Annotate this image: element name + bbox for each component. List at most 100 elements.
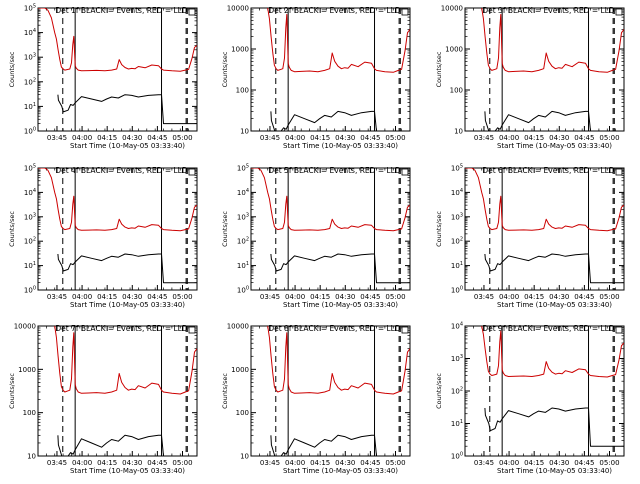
x-tick-label: 04:15 [524,293,544,301]
y-tick-label: 100 [450,87,463,95]
y-axis-label: Counts/sec [435,373,443,409]
data-layer [481,8,624,131]
x-tick-label: 04:45 [360,134,380,142]
y-tick-label: 103 [451,212,463,221]
x-tick-label: 04:00 [499,293,519,301]
y-axis-label: Counts/sec [8,51,16,87]
x-tick-label: 04:45 [147,459,167,467]
y-tick-label: 10 [240,128,249,136]
y-axis-label: Counts/sec [8,373,16,409]
x-tick-label: 03:45 [260,293,280,301]
plot-frame [37,167,198,291]
x-tick-label: 04:15 [524,134,544,142]
events-series-line [484,110,624,131]
y-tick-label: 105 [237,164,249,173]
y-tick-label: 103 [24,53,36,62]
corner-box [188,8,196,16]
x-tick-label: 04:15 [97,293,117,301]
y-tick-label: 1000 [231,366,249,374]
x-tick-label: 04:30 [122,459,142,467]
x-tick-label: 03:45 [474,293,494,301]
x-axis-label: Start Time (10-May-05 03:33:40) [497,301,612,309]
events-series-line [57,434,197,456]
plot-frame [250,325,411,457]
plot-frame [464,325,625,457]
x-tick-label: 04:00 [72,134,92,142]
y-tick-label: 104 [24,28,36,37]
y-tick-label: 102 [451,237,463,246]
x-axis-label: Start Time (10-May-05 03:33:40) [70,301,185,309]
y-tick-label: 1000 [445,46,463,54]
data-layer [481,326,624,456]
events-series-line [57,94,197,125]
lld-series-line [38,168,197,232]
y-tick-label: 104 [451,188,463,197]
plot-frame [464,167,625,291]
y-tick-label: 100 [24,286,36,295]
corner-box [401,168,409,176]
x-tick-label: 04:30 [335,293,355,301]
y-tick-label: 102 [451,387,463,396]
y-tick-label: 1000 [231,46,249,54]
x-tick-label: 04:30 [549,293,569,301]
plot-frame [37,7,198,132]
y-axis-label: Counts/sec [221,51,229,87]
x-tick-label: 05:00 [599,459,619,467]
x-tick-label: 03:45 [260,459,280,467]
y-tick-label: 103 [24,212,36,221]
detector-panel-5: Det 5f BLACK = Events, RED = LLD10010110… [221,164,411,309]
x-tick-label: 04:15 [310,293,330,301]
y-tick-label: 102 [24,77,36,86]
x-tick-label: 05:00 [172,134,192,142]
lld-series-line [267,8,410,73]
corner-box [401,8,409,16]
x-tick-label: 03:45 [47,293,67,301]
x-tick-label: 04:45 [574,293,594,301]
y-tick-label: 101 [451,261,463,270]
detector-panel-7: Det 7f BLACK = Events, RED = LLD10100100… [8,323,198,475]
lld-series-line [267,326,410,395]
x-tick-label: 04:30 [549,134,569,142]
y-tick-label: 1000 [18,366,36,374]
plot-frame [464,7,625,132]
y-axis-label: Counts/sec [221,373,229,409]
x-tick-label: 03:45 [474,134,494,142]
detector-panel-3: Det 3f BLACK = Events, RED = LLD10100100… [435,5,625,150]
x-tick-label: 04:00 [285,134,305,142]
y-axis-label: Counts/sec [8,211,16,247]
x-axis-label: Start Time (10-May-05 03:33:40) [283,301,398,309]
x-tick-label: 04:45 [147,293,167,301]
y-tick-label: 103 [237,212,249,221]
x-tick-label: 04:45 [360,459,380,467]
corner-box [401,326,409,334]
events-series-line [270,253,410,284]
detector-panel-6: Det 6f BLACK = Events, RED = LLD10010110… [435,164,625,309]
events-series-line [270,110,410,131]
y-tick-label: 10000 [227,5,249,13]
y-tick-label: 102 [24,237,36,246]
x-tick-label: 05:00 [385,134,405,142]
x-tick-label: 04:45 [147,134,167,142]
lld-series-line [38,8,197,72]
y-tick-label: 10 [240,453,249,461]
events-series-line [57,253,197,284]
y-tick-label: 102 [237,237,249,246]
x-axis-label: Start Time (10-May-05 03:33:40) [70,142,185,150]
lld-series-line [251,168,410,232]
detector-panel-4: Det 4f BLACK = Events, RED = LLD10010110… [8,164,198,309]
y-tick-label: 100 [23,409,36,417]
y-tick-label: 104 [451,322,463,331]
corner-box [188,168,196,176]
detector-panel-8: Det 8f BLACK = Events, RED = LLD10100100… [221,323,411,475]
y-tick-label: 100 [451,452,463,461]
y-tick-label: 100 [236,87,249,95]
y-tick-label: 100 [237,286,249,295]
data-layer [251,168,410,290]
data-layer [267,326,410,456]
x-tick-label: 04:30 [549,459,569,467]
detector-panel-2: Det 2f BLACK = Events, RED = LLD10100100… [221,5,411,150]
lld-series-line [54,326,197,395]
x-tick-label: 03:45 [47,134,67,142]
x-tick-label: 04:00 [72,293,92,301]
